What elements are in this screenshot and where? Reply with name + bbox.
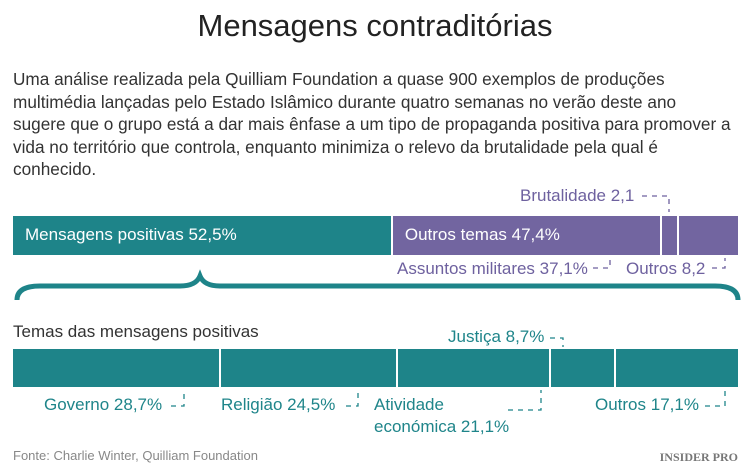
brace <box>14 269 741 301</box>
segment-religion <box>220 349 397 387</box>
segment-others <box>615 349 738 387</box>
label-economy-1: Atividade <box>374 395 444 414</box>
logo: INSIDER PRO <box>659 450 738 464</box>
segment-positive-label: Mensagens positivas 52,5% <box>25 225 237 244</box>
segment-military: Outros temas 47,4% <box>392 216 660 255</box>
label-religion: Religião 24,5% <box>221 395 336 414</box>
label-military: Assuntos militares 37,1% <box>397 259 588 278</box>
label-other: Outros 8,2 <box>626 259 706 278</box>
segment-brutality <box>661 216 677 255</box>
segment-government <box>13 349 219 387</box>
chart-title: Mensagens contraditórias <box>197 8 553 43</box>
label-government: Governo 28,7% <box>44 395 163 414</box>
segment-others-label: Outros temas 47,4% <box>404 225 560 244</box>
subchart-title: Temas das mensagens positivas <box>13 322 259 341</box>
overall-bar: Mensagens positivas 52,5% Outros temas 4… <box>13 216 738 255</box>
positive-bar <box>13 349 738 387</box>
label-others: Outros 17,1% <box>595 395 699 414</box>
segment-other <box>678 216 738 255</box>
segment-positive: Mensagens positivas 52,5% <box>13 216 391 255</box>
source: Fonte: Charlie Winter, Quilliam Foundati… <box>13 448 258 463</box>
label-justice: Justiça 8,7% <box>448 327 545 346</box>
label-economy-2: económica 21,1% <box>374 417 510 436</box>
segment-justice <box>551 349 614 387</box>
intro-text: Uma análise realizada pela Quilliam Foun… <box>13 69 731 179</box>
label-brutality: Brutalidade 2,1 <box>520 186 635 205</box>
segment-economy <box>398 349 550 387</box>
